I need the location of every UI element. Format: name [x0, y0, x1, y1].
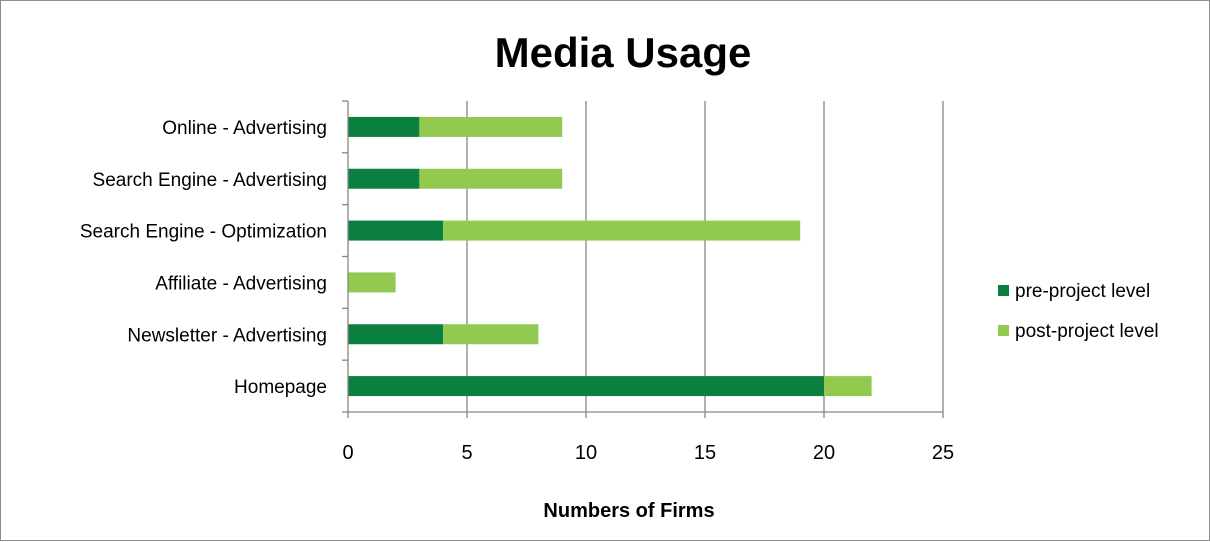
- gridlines: [466, 101, 944, 412]
- bar-post-3: [348, 272, 396, 293]
- axes: [342, 100, 944, 418]
- bar-post-1: [419, 168, 563, 189]
- x-tick-label-20: 20: [813, 442, 835, 464]
- y-category-label-3: Affiliate - Advertising: [155, 273, 327, 294]
- bar-pre-2: [348, 220, 444, 241]
- y-category-label-0: Online - Advertising: [162, 118, 327, 139]
- x-axis-title: Numbers of Firms: [543, 500, 714, 522]
- bar-pre-0: [348, 116, 420, 137]
- legend-swatch-0: [998, 285, 1009, 296]
- legend-label-0: pre-project level: [1015, 281, 1150, 302]
- labels: 0 5 10 15 20 25 Online - Advertising Search Eng…: [80, 118, 954, 464]
- bar-pre-1: [348, 168, 420, 189]
- bars: [348, 116, 872, 397]
- x-tick-label-0: 0: [342, 442, 353, 464]
- y-category-label-2: Search Engine - Optimization: [80, 222, 327, 243]
- legend: pre-project level post-project level: [998, 281, 1159, 342]
- legend-swatch-1: [998, 325, 1009, 336]
- bar-post-5: [824, 376, 872, 397]
- y-category-label-5: Homepage: [234, 377, 327, 398]
- legend-label-1: post-project level: [1015, 321, 1159, 342]
- chart-title: Media Usage: [495, 29, 752, 76]
- bar-pre-4: [348, 324, 444, 345]
- bar-pre-5: [348, 376, 824, 397]
- y-category-label-1: Search Engine - Advertising: [93, 170, 327, 191]
- x-tick-label-5: 5: [461, 442, 472, 464]
- bar-post-2: [443, 220, 801, 241]
- y-category-label-4: Newsletter - Advertising: [127, 325, 327, 346]
- bar-post-0: [419, 116, 563, 137]
- x-tick-label-25: 25: [932, 442, 954, 464]
- x-tick-label-15: 15: [694, 442, 716, 464]
- bar-post-4: [443, 324, 539, 345]
- x-tick-label-10: 10: [575, 442, 597, 464]
